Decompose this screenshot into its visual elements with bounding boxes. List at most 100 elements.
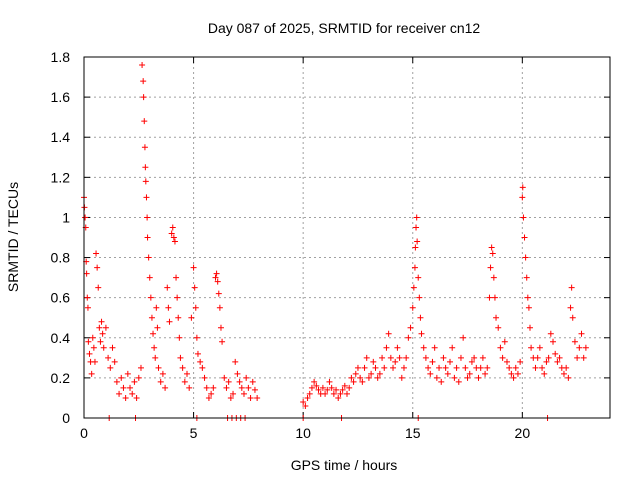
data-point	[534, 354, 541, 361]
data-point	[471, 354, 478, 361]
data-point	[245, 384, 252, 391]
data-point	[251, 386, 258, 393]
data-point	[479, 354, 486, 361]
data-point	[166, 318, 173, 325]
data-point	[520, 214, 527, 221]
data-point	[405, 334, 412, 341]
data-point	[93, 250, 100, 257]
data-point	[140, 78, 147, 85]
data-point	[109, 344, 116, 351]
data-point	[143, 194, 150, 201]
data-point	[357, 374, 364, 381]
data-point	[203, 384, 210, 391]
data-point	[97, 338, 104, 345]
data-point	[190, 264, 197, 271]
data-point	[554, 358, 561, 365]
data-point	[418, 330, 425, 337]
data-point	[413, 224, 420, 231]
data-point	[82, 214, 89, 221]
data-point	[140, 94, 147, 101]
data-point	[155, 364, 162, 371]
data-point	[157, 378, 164, 385]
data-point	[552, 350, 559, 357]
data-point	[210, 384, 217, 391]
data-point	[346, 384, 353, 391]
data-point	[137, 364, 144, 371]
data-point	[497, 344, 504, 351]
x-tick-labels: 0 5 10 15 20	[80, 425, 530, 441]
data-point	[415, 274, 422, 281]
data-point	[122, 394, 129, 401]
data-point	[416, 294, 423, 301]
data-point	[150, 330, 157, 337]
data-point	[322, 390, 329, 397]
data-point	[133, 394, 140, 401]
data-point	[490, 274, 497, 281]
data-point	[455, 378, 462, 385]
data-point	[308, 384, 315, 391]
data-point	[171, 238, 178, 245]
data-point	[484, 364, 491, 371]
data-point	[141, 118, 148, 125]
data-point	[568, 284, 575, 291]
data-point	[330, 390, 337, 397]
data-point	[194, 350, 201, 357]
data-point	[219, 338, 226, 345]
data-point	[335, 394, 342, 401]
data-point	[216, 304, 223, 311]
data-point	[146, 274, 153, 281]
data-point	[236, 378, 243, 385]
data-point	[141, 144, 148, 151]
data-point	[385, 330, 392, 337]
data-point	[197, 358, 204, 365]
data-point	[337, 390, 344, 397]
data-point	[313, 382, 320, 389]
data-point	[176, 334, 183, 341]
data-point	[232, 358, 239, 365]
data-point	[88, 370, 95, 377]
data-point	[300, 398, 307, 405]
data-point	[102, 324, 109, 331]
data-point	[326, 378, 333, 385]
data-point	[451, 374, 458, 381]
y-axis-label: SRMTID / TECUs	[5, 182, 21, 292]
data-point	[184, 370, 191, 377]
data-point	[383, 344, 390, 351]
data-point	[414, 238, 421, 245]
data-point	[230, 390, 237, 397]
data-point	[503, 358, 510, 365]
data-point	[396, 354, 403, 361]
data-point	[556, 354, 563, 361]
data-point	[539, 364, 546, 371]
data-point	[420, 344, 427, 351]
data-point	[113, 378, 120, 385]
data-point	[191, 284, 198, 291]
data-point	[510, 374, 517, 381]
data-point	[99, 330, 106, 337]
data-point	[580, 354, 587, 361]
data-point	[205, 394, 212, 401]
data-point	[212, 274, 219, 281]
data-point	[240, 390, 247, 397]
data-point	[162, 384, 169, 391]
data-point	[372, 364, 379, 371]
chart-title: Day 087 of 2025, SRMTID for receiver cn1…	[208, 20, 481, 36]
data-point	[460, 334, 467, 341]
data-point	[153, 304, 160, 311]
data-point	[462, 364, 469, 371]
data-point	[144, 234, 151, 241]
data-point	[394, 344, 401, 351]
data-point	[139, 62, 146, 69]
data-point	[173, 274, 180, 281]
data-point	[433, 374, 440, 381]
data-point	[188, 314, 195, 321]
data-point	[243, 374, 250, 381]
data-point	[442, 364, 449, 371]
data-point	[96, 324, 103, 331]
data-point	[495, 324, 502, 331]
data-point	[95, 284, 102, 291]
data-point	[574, 354, 581, 361]
data-point	[571, 338, 578, 345]
data-point	[175, 314, 182, 321]
